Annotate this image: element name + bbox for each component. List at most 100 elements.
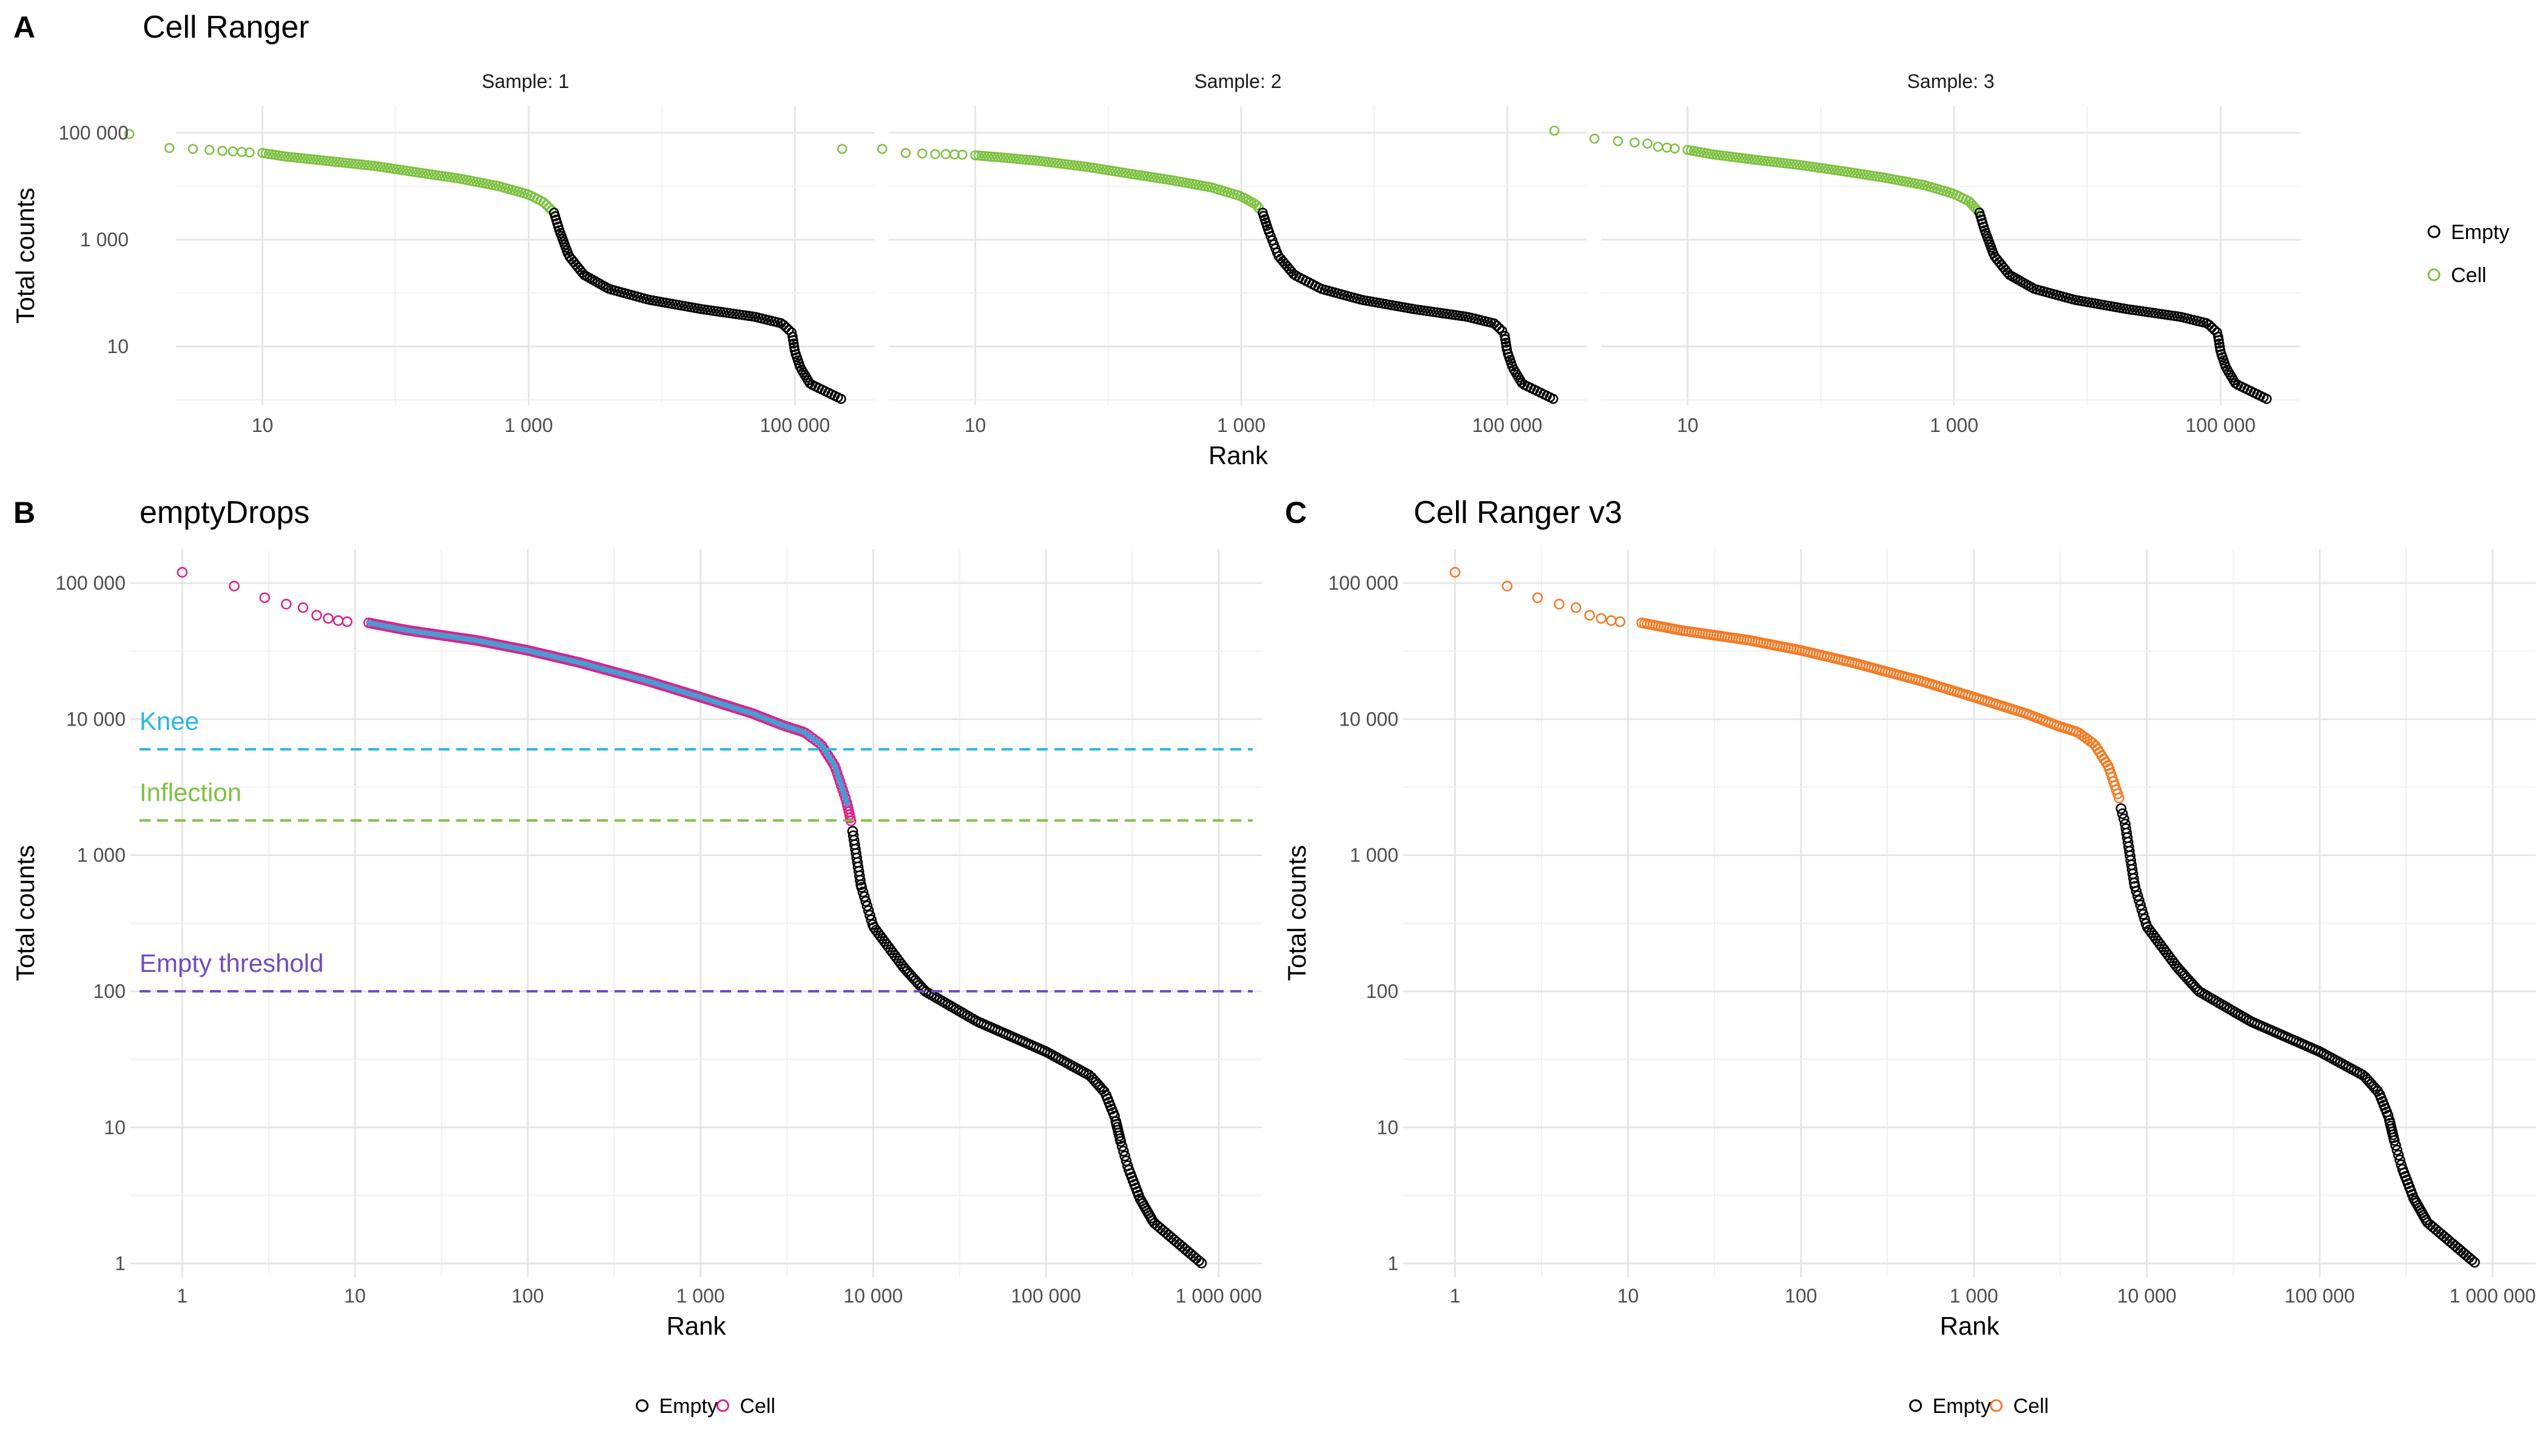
y-tick-label: 10 [104,1116,126,1138]
panel-title: emptyDrops [140,495,309,530]
gridlines [889,106,1587,405]
point-cell [1554,599,1565,610]
point-cell [1449,567,1461,578]
panel-letter: B [13,496,35,530]
point-empty [1196,1258,1207,1269]
x-tick-label: 10 [965,414,986,436]
y-tick-labels: 1 10 100 1 000 10 000 100 000 [1328,572,1398,1274]
point-empty [1118,1145,1129,1157]
point-cell [292,152,303,163]
gridlines [1601,106,2300,405]
legend-item-empty: Empty [1909,1395,1991,1418]
legend-item-cell: Cell [2427,264,2487,287]
point-empty [2134,895,2145,906]
y-tick-label: 10 [1377,1116,1398,1138]
hline-label: Inflection [140,778,241,806]
point-cell [957,149,968,160]
point-cell [259,592,271,604]
x-tick-labels: 10 1 000 100 000 [965,414,1543,436]
point-cell [124,129,135,140]
panel-c: C Cell Ranger v31 10 100 1 000 10 000 100 000 1… [1282,495,2536,1418]
x-tick-label: 100 000 [2185,414,2256,436]
gridlines [176,106,875,405]
threshold-lines: Knee Inflection Empty threshold [140,707,1253,993]
point-cell [324,156,335,166]
point-cell [244,147,255,158]
point-empty [1115,1136,1127,1147]
point-cell [1027,155,1038,166]
point-empty [2131,886,2142,897]
point-cell [346,158,357,169]
point-cell [228,146,238,157]
point-empty [2137,909,2149,920]
x-tick-label: 100 [511,1285,544,1307]
point-empty [861,900,873,912]
point-cell [328,156,338,167]
point-cell [363,160,373,170]
point-cell [973,150,984,161]
point-cell [359,160,370,170]
legend: Empty Cell [2427,221,2509,287]
point-cell [1653,141,1663,152]
y-tick-labels: 1 10 100 1 000 10 000 100 000 [55,572,126,1274]
legend-key-empty [1909,1399,1922,1412]
y-tick-label: 100 000 [58,122,129,144]
point-cell [989,152,1000,162]
x-tick-labels: 1 10 100 1 000 10 000 100 000 1 000 000 [177,1285,1262,1307]
point-cell [930,149,940,160]
point-empty [2466,1255,2478,1266]
point-empty [863,905,874,916]
point-cell [164,143,175,153]
point-cell [337,157,348,168]
y-axis-title: Total counts [11,845,39,981]
panel-title: Cell Ranger v3 [1414,495,1622,530]
point-cell [1018,154,1028,165]
point-cell [302,153,312,164]
point-empty [2132,890,2143,902]
point-cell [323,613,334,624]
point-empty [781,322,792,332]
point-empty [778,320,789,330]
y-tick-label: 10 000 [66,708,126,730]
point-empty [1491,320,1502,331]
point-cell [308,154,319,165]
y-tick-labels: 10 1 000 100 000 [58,122,129,357]
point-empty [2390,1140,2401,1151]
point-cell [1670,143,1680,154]
point-cell [1614,616,1626,627]
point-cell [993,152,1003,163]
legend-label: Cell [740,1395,776,1418]
point-empty [2204,320,2214,330]
facet-sample-3: Sample: 3 10 1 000 100 000 [1549,70,2300,436]
point-empty [2469,1256,2480,1268]
series-cell [1449,567,2125,804]
facet-strip-label: Sample: 2 [1194,70,1281,92]
point-empty [836,394,846,404]
legend-item-empty: Empty [2427,221,2509,244]
x-tick-label: 1 [177,1285,188,1307]
point-empty [1119,1150,1130,1162]
point-cell [366,160,376,171]
x-tick-label: 10 [1677,414,1699,436]
point-cell [1642,138,1653,149]
legend-label: Cell [2014,1395,2049,1418]
point-cell [331,157,342,167]
x-axis-title: Rank [666,1312,726,1340]
point-empty [858,891,870,902]
point-cell [318,155,328,166]
point-empty [1494,323,1505,334]
legend: Empty Cell [1909,1395,2049,1418]
point-cell [295,153,306,163]
point-cell [544,202,554,213]
point-cell [1502,581,1513,592]
point-empty [855,875,866,886]
point-cell [1008,153,1019,164]
x-tick-labels: 1 10 100 1 000 10 000 100 000 1 000 000 [1450,1285,2536,1307]
facet-strip-label: Sample: 1 [482,70,569,92]
point-cell [1532,592,1543,604]
legend-key-empty [636,1399,649,1412]
point-cell [289,152,300,163]
point-cell [970,150,980,161]
x-tick-label: 100 000 [1472,414,1543,436]
